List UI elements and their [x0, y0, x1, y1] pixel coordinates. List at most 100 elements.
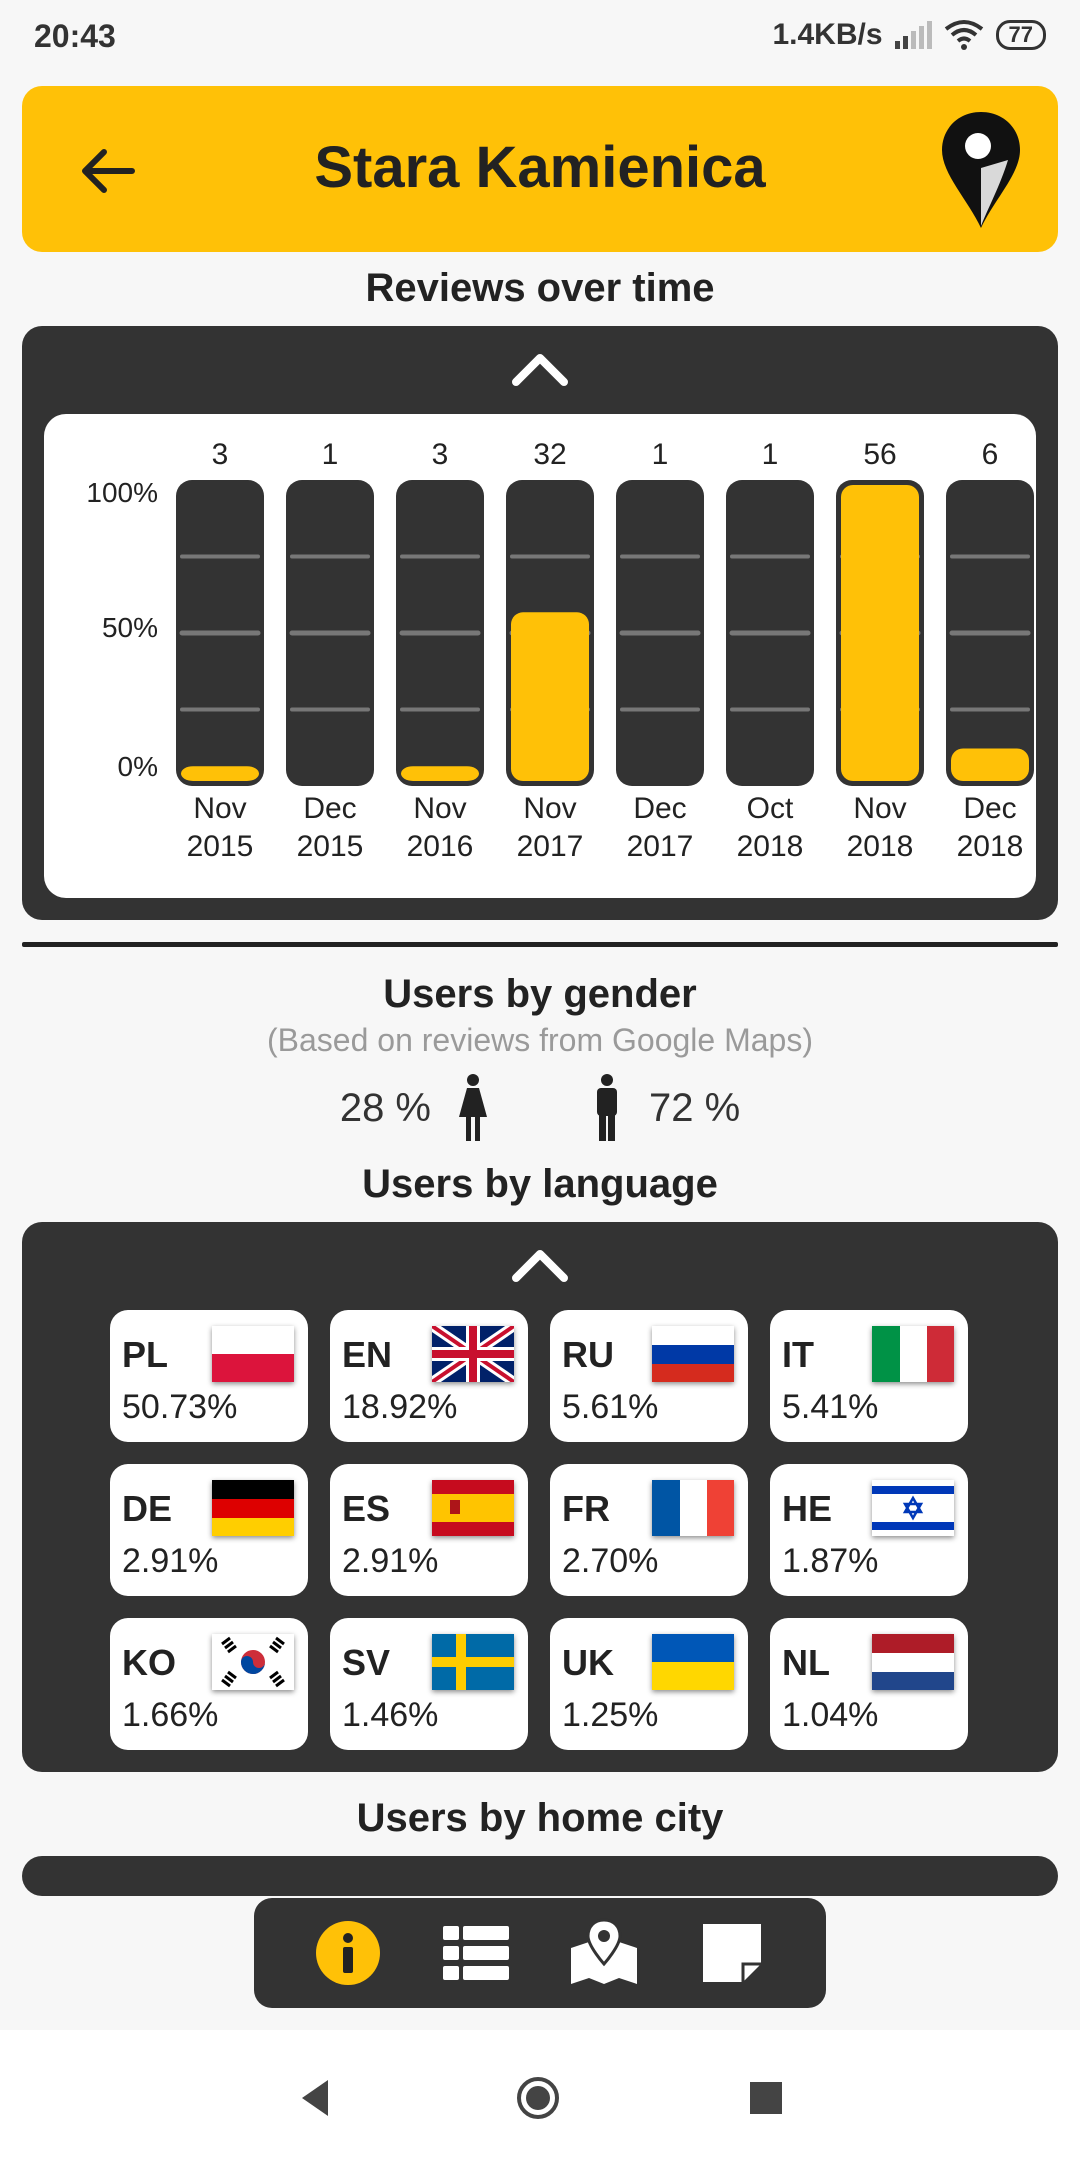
language-code: NL: [782, 1642, 830, 1683]
x-tick-label: Nov: [853, 792, 906, 825]
status-time: 20:43: [34, 18, 116, 54]
language-percent: 2.91%: [342, 1542, 439, 1580]
language-percent: 1.04%: [782, 1696, 879, 1734]
arrow-left-icon[interactable]: [72, 136, 142, 206]
page-title: Stara Kamienica: [314, 135, 766, 200]
male-icon: [597, 1074, 617, 1141]
list-icon[interactable]: [441, 1918, 511, 1988]
x-tick-label: 2018: [847, 830, 914, 863]
y-tick-label: 0%: [118, 751, 158, 782]
bar-value-label: 1: [322, 438, 339, 471]
x-tick-label: Oct: [747, 792, 794, 825]
bar: [511, 612, 589, 781]
x-tick-label: 2016: [407, 830, 474, 863]
language-code: ES: [342, 1488, 391, 1529]
bar-value-label: 3: [212, 438, 229, 471]
x-tick-label: 2015: [187, 830, 254, 863]
language-percent: 5.41%: [782, 1388, 879, 1426]
y-tick-label: 100%: [86, 477, 158, 508]
language-code: HE: [782, 1488, 833, 1529]
reviews-bar-chart: 100% 50% 0% 3 Nov 2015 1 Dec 2015 3 Nov 2016 32 Nov 20…: [86, 438, 1034, 863]
language-code: KO: [122, 1642, 176, 1683]
language-code: DE: [122, 1488, 173, 1529]
language-card-sv[interactable]: SV 1.46%: [330, 1618, 528, 1750]
language-panel: PL 50.73% EN 18.92% RU 5.61% IT 5.41% DE 2.91% ES 2…: [22, 1222, 1058, 1772]
bar-value-label: 6: [982, 438, 999, 471]
y-tick-label: 50%: [102, 612, 158, 643]
bar: [841, 485, 919, 781]
spain-flag-icon: [432, 1480, 514, 1536]
status-right: 1.4KB/s 77: [772, 18, 1046, 52]
female-icon: [459, 1074, 487, 1141]
x-tick-label: 2015: [297, 830, 364, 863]
language-card-nl[interactable]: NL 1.04%: [770, 1618, 968, 1750]
x-tick-label: 2017: [517, 830, 584, 863]
language-grid: PL 50.73% EN 18.92% RU 5.61% IT 5.41% DE 2.91% ES 2…: [110, 1310, 968, 1750]
system-back-icon[interactable]: [294, 2076, 338, 2120]
map-pin-icon[interactable]: [938, 108, 1024, 232]
netherlands-flag-icon: [872, 1634, 954, 1690]
russia-flag-icon: [652, 1326, 734, 1382]
x-tick-label: Nov: [523, 792, 576, 825]
language-percent: 50.73%: [122, 1388, 238, 1426]
gender-breakdown: 28 % 72 %: [0, 1072, 1080, 1144]
home-city-panel: [22, 1856, 1058, 1896]
female-percent: 28 %: [339, 1085, 431, 1130]
language-card-pl[interactable]: PL 50.73%: [110, 1310, 308, 1442]
language-card-fr[interactable]: FR 2.70%: [550, 1464, 748, 1596]
app-header: Stara Kamienica: [22, 86, 1058, 252]
bar: [401, 766, 479, 781]
language-code: FR: [562, 1488, 610, 1529]
gender-subtitle: (Based on reviews from Google Maps): [267, 1022, 813, 1058]
network-speed: 1.4KB/s: [772, 18, 883, 51]
x-tick-label: 2017: [627, 830, 694, 863]
uk-flag-icon: [432, 1326, 514, 1382]
language-section-title: Users by language: [362, 1162, 718, 1206]
bar: [181, 766, 259, 781]
bottom-navigation: [254, 1898, 826, 2008]
chevron-up-icon[interactable]: [510, 348, 570, 388]
language-code: PL: [122, 1334, 169, 1375]
system-navigation-bar: [0, 2030, 1080, 2160]
germany-flag-icon: [212, 1480, 294, 1536]
map-icon[interactable]: [569, 1918, 639, 1988]
language-card-de[interactable]: DE 2.91%: [110, 1464, 308, 1596]
wifi-icon: [944, 20, 983, 50]
language-percent: 18.92%: [342, 1388, 458, 1426]
system-home-icon[interactable]: [516, 2076, 560, 2120]
italy-flag-icon: [872, 1326, 954, 1382]
language-card-it[interactable]: IT 5.41%: [770, 1310, 968, 1442]
x-tick-label: 2018: [737, 830, 804, 863]
bar: [951, 748, 1029, 781]
home-city-section-title: Users by home city: [356, 1796, 724, 1840]
language-code: SV: [342, 1642, 391, 1683]
x-tick-label: 2018: [957, 830, 1024, 863]
language-card-ko[interactable]: KO 1.66%: [110, 1618, 308, 1750]
language-code: IT: [782, 1334, 814, 1375]
language-percent: 1.87%: [782, 1542, 879, 1580]
section-divider: [22, 942, 1058, 947]
language-code: EN: [342, 1334, 393, 1375]
battery-icon: 77: [995, 20, 1046, 50]
language-card-en[interactable]: EN 18.92%: [330, 1310, 528, 1442]
x-tick-label: Nov: [193, 792, 246, 825]
bar-value-label: 56: [863, 438, 896, 471]
system-recents-icon[interactable]: [744, 2076, 788, 2120]
language-percent: 1.46%: [342, 1696, 439, 1734]
language-percent: 1.25%: [562, 1696, 659, 1734]
language-code: RU: [562, 1334, 614, 1375]
x-tick-label: Dec: [303, 792, 356, 825]
language-card-ru[interactable]: RU 5.61%: [550, 1310, 748, 1442]
language-card-he[interactable]: HE 1.87%: [770, 1464, 968, 1596]
chevron-up-icon[interactable]: [510, 1244, 570, 1284]
france-flag-icon: [652, 1480, 734, 1536]
x-tick-label: Nov: [413, 792, 466, 825]
male-percent: 72 %: [649, 1085, 741, 1130]
info-icon[interactable]: [313, 1918, 383, 1988]
language-card-uk[interactable]: UK 1.25%: [550, 1618, 748, 1750]
reviews-chart-card: 100% 50% 0% 3 Nov 2015 1 Dec 2015 3 Nov 2016 32 Nov 20…: [44, 414, 1036, 898]
x-tick-label: Dec: [963, 792, 1016, 825]
language-card-es[interactable]: ES 2.91%: [330, 1464, 528, 1596]
note-icon[interactable]: [697, 1918, 767, 1988]
reviews-panel: 100% 50% 0% 3 Nov 2015 1 Dec 2015 3 Nov 2016 32 Nov 20…: [22, 326, 1058, 920]
